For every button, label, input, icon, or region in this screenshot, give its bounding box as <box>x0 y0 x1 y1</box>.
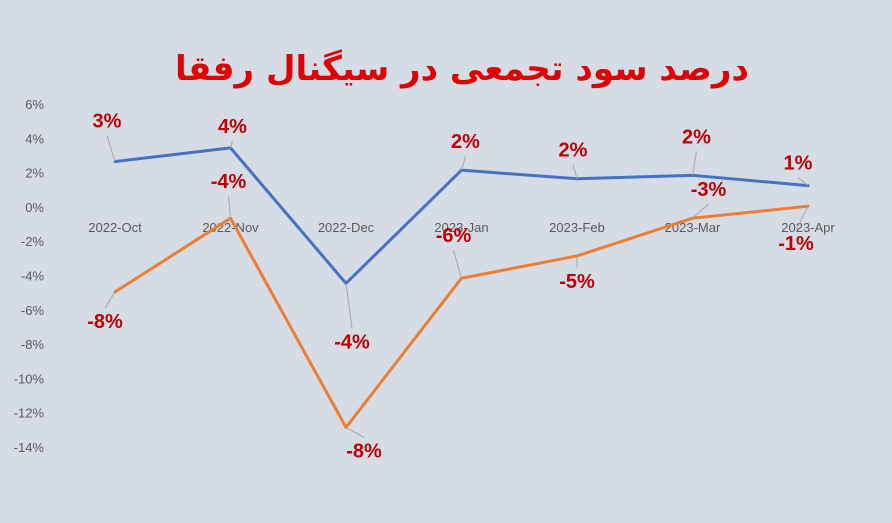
x-tick-label: 2023-Apr <box>781 220 835 235</box>
x-tick-label: 2023-Feb <box>549 220 605 235</box>
series-1-data-label: -4% <box>334 331 370 353</box>
x-tick-label: 2023-Mar <box>665 220 721 235</box>
x-axis: 2022-Oct 2022-Nov 2022-Dec 2023-Jan 2023-Feb… <box>88 220 835 235</box>
series-2-data-label: -3% <box>691 179 727 201</box>
data-labels: 3% 4% -4% 2% 2% 2% 1% -8% -4% -8% -6% -5% -3% -1% <box>87 111 814 463</box>
leader-line <box>345 426 365 438</box>
leader-line <box>692 151 697 176</box>
y-tick-label: 2% <box>25 166 44 181</box>
y-tick-label: -2% <box>21 234 45 249</box>
series-2-data-label: -6% <box>436 225 472 247</box>
x-tick-label: 2022-Nov <box>202 220 259 235</box>
y-axis: 6% 4% 2% 0% -2% -4% -6% -8% -10% -12% -14% <box>14 97 45 455</box>
series-1-data-label: 2% <box>559 140 588 162</box>
series-1-data-label: 2% <box>451 131 480 153</box>
leader-line <box>228 196 231 219</box>
y-tick-label: -6% <box>21 303 45 318</box>
y-tick-label: -14% <box>14 440 45 455</box>
leader-line <box>230 140 233 149</box>
series-1-data-label: 1% <box>784 153 813 175</box>
leader-line <box>461 156 466 171</box>
leader-line <box>572 164 578 179</box>
x-tick-label: 2022-Dec <box>318 220 375 235</box>
leader-line <box>106 135 116 162</box>
leader-line <box>797 177 809 186</box>
leader-line <box>104 291 116 309</box>
x-tick-label: 2022-Oct <box>88 220 142 235</box>
leader-line <box>692 203 709 219</box>
y-tick-label: -10% <box>14 371 45 386</box>
leader-line <box>795 205 809 231</box>
y-tick-label: 0% <box>25 200 44 215</box>
y-tick-label: 4% <box>25 131 44 146</box>
y-tick-label: -8% <box>21 337 45 352</box>
leader-line <box>345 283 353 329</box>
series-1-data-label: 3% <box>93 111 122 133</box>
y-tick-label: 6% <box>25 97 44 112</box>
series-2-data-label: -4% <box>211 171 247 193</box>
series-1-data-label: 2% <box>682 126 711 148</box>
y-tick-label: -4% <box>21 269 45 284</box>
series-1-data-label: 4% <box>218 116 247 138</box>
chart-title: درصد سود تجمعی در سیگنال رفقا <box>175 49 749 89</box>
series-2-data-label: -5% <box>559 271 595 293</box>
series-2-data-label: -1% <box>778 233 814 255</box>
series-2-data-label: -8% <box>87 311 123 333</box>
series-2-data-label: -8% <box>346 440 382 462</box>
y-tick-label: -12% <box>14 406 45 421</box>
leader-line <box>453 250 462 279</box>
x-tick-label: 2023-Jan <box>434 220 488 235</box>
